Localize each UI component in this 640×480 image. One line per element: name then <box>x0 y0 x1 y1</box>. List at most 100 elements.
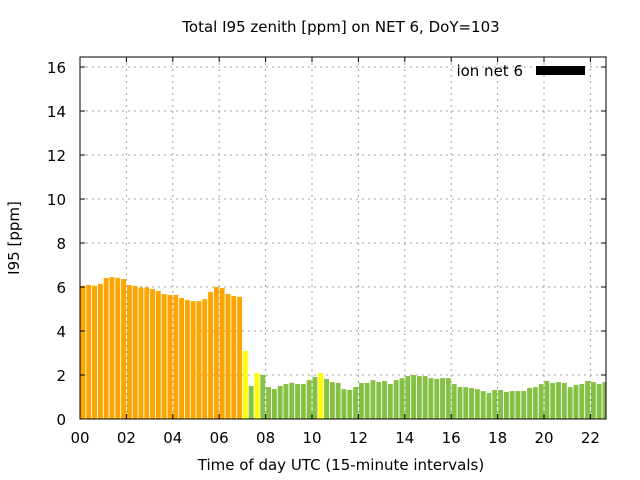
bars <box>80 277 606 419</box>
bar <box>219 288 225 419</box>
bar <box>416 376 422 419</box>
bar <box>509 391 515 419</box>
bar <box>445 378 451 419</box>
bar <box>92 285 97 419</box>
bar <box>150 288 155 419</box>
bar <box>411 375 416 419</box>
bar <box>579 384 585 419</box>
bar <box>266 387 271 419</box>
bar <box>254 373 260 419</box>
legend-swatch <box>536 66 585 75</box>
bar <box>184 299 190 419</box>
x-axis-ticks: 00 02 04 06 08 10 12 14 16 18 20 22 <box>70 57 600 447</box>
bar <box>289 382 295 419</box>
bar <box>556 382 561 419</box>
bar <box>126 285 132 419</box>
bar <box>161 294 167 419</box>
bar <box>451 384 457 419</box>
x-axis-label: Time of day UTC (15-minute intervals) <box>197 456 484 474</box>
bar <box>393 380 399 419</box>
bar <box>341 389 347 419</box>
y-tick-label: 4 <box>56 323 66 341</box>
bar <box>428 378 434 419</box>
bar <box>190 301 196 419</box>
bar <box>103 277 109 419</box>
bar <box>329 382 335 419</box>
x-tick-label: 18 <box>488 429 507 447</box>
bar <box>295 384 300 419</box>
x-tick-label: 02 <box>117 429 136 447</box>
bar <box>213 287 219 419</box>
bar <box>283 384 289 419</box>
y-tick-label: 2 <box>56 367 66 385</box>
x-tick-label: 14 <box>395 429 414 447</box>
bar <box>480 391 486 419</box>
bar <box>387 384 393 419</box>
y-tick-label: 6 <box>56 279 66 297</box>
bar <box>300 384 306 419</box>
y-axis-label: I95 [ppm] <box>5 201 23 275</box>
chart-title: Total I95 zenith [ppm] on NET 6, DoY=103 <box>181 18 499 36</box>
y-tick-label: 14 <box>47 103 66 121</box>
y-tick-label: 16 <box>47 59 66 77</box>
bar <box>527 387 532 419</box>
bar <box>271 389 277 419</box>
x-tick-label: 06 <box>210 429 229 447</box>
bar <box>492 389 498 419</box>
bar <box>596 384 602 419</box>
bar <box>179 298 184 419</box>
bar <box>318 373 324 419</box>
bar <box>602 382 606 419</box>
bar <box>173 294 179 419</box>
bar <box>97 283 103 419</box>
y-tick-label: 12 <box>47 147 66 165</box>
bar <box>434 378 440 419</box>
bar <box>376 382 382 419</box>
bar <box>86 285 92 419</box>
bar <box>457 387 463 419</box>
x-tick-label: 04 <box>163 429 182 447</box>
bar <box>260 375 266 419</box>
x-tick-label: 10 <box>302 429 321 447</box>
y-tick-label: 8 <box>56 235 66 253</box>
bar <box>550 382 556 419</box>
bar <box>358 382 364 419</box>
bar <box>370 380 376 419</box>
legend: ion net 6 <box>456 62 585 80</box>
bar <box>521 391 527 419</box>
bar <box>237 296 242 419</box>
bar <box>382 380 387 419</box>
bar <box>590 382 596 419</box>
bar <box>231 296 237 419</box>
x-tick-label: 20 <box>534 429 553 447</box>
bar <box>567 387 573 419</box>
bar <box>312 376 318 419</box>
bar <box>364 382 370 419</box>
bar <box>167 294 173 419</box>
bar <box>144 287 150 419</box>
y-tick-label: 10 <box>47 191 66 209</box>
x-tick-label: 08 <box>256 429 275 447</box>
bar <box>538 384 544 419</box>
bar <box>80 285 86 419</box>
bar <box>109 277 115 419</box>
bar <box>196 301 202 419</box>
bar <box>353 387 358 419</box>
bar <box>399 378 405 419</box>
bar <box>585 380 590 419</box>
bar <box>138 287 144 419</box>
bar <box>115 277 121 419</box>
bar <box>474 389 480 419</box>
bar <box>248 386 254 419</box>
bar <box>503 391 509 419</box>
bar <box>515 391 521 419</box>
bar <box>561 382 567 419</box>
bar <box>242 351 248 419</box>
bar <box>335 382 341 419</box>
grid-lines <box>80 57 606 419</box>
bar <box>405 376 411 419</box>
x-tick-label: 00 <box>70 429 89 447</box>
bar <box>440 378 445 419</box>
legend-label: ion net 6 <box>456 62 523 80</box>
